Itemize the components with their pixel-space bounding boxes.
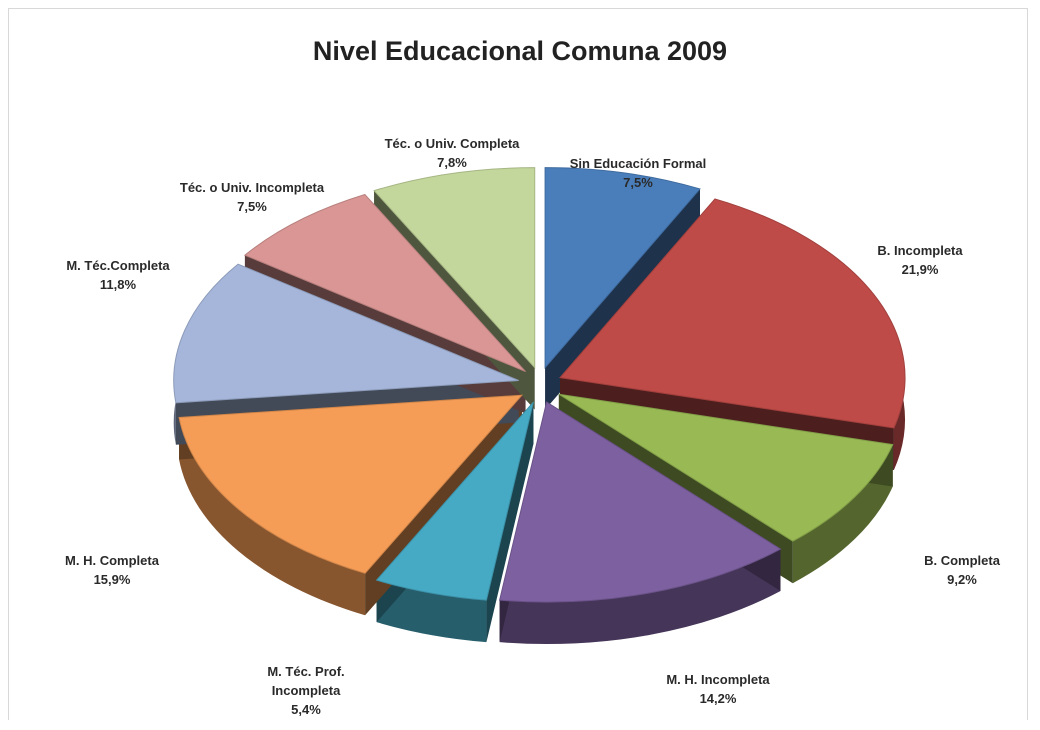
slice-wall-m-tec-prof-incompleta-0	[486, 402, 534, 643]
slice-label-m-h-incompleta: M. H. Incompleta 14,2%	[666, 672, 770, 706]
slice-label-tec-o-univ-incompleta: Téc. o Univ. Incompleta 7,5%	[180, 180, 325, 214]
slice-m-tec-prof-incompleta	[375, 401, 534, 601]
slice-label-sin-educacion-formal: Sin Educación Formal 7,5%	[570, 156, 707, 190]
slice-side-m-h-completa	[179, 417, 366, 616]
chart-title: Nivel Educacional Comuna 2009	[312, 36, 728, 66]
slice-side-m-h-incompleta	[499, 549, 781, 645]
slice-tec-o-univ-incompleta	[243, 193, 526, 373]
slice-tec-o-univ-completa	[373, 167, 536, 369]
slice-label-b-incompleta: B. Incompleta 21,9%	[877, 243, 963, 277]
slice-sin-educacion-formal	[544, 167, 701, 369]
slice-m-h-completa	[178, 394, 524, 574]
slice-b-incompleta	[559, 198, 906, 429]
slice-side-b-completa	[792, 444, 893, 584]
slice-m-h-incompleta	[498, 401, 782, 603]
slice-label-m-tec-prof-incompleta: M. Téc. Prof. Incompleta 5,4%	[267, 664, 344, 717]
slice-label-m-tec-completa: M. Téc.Completa 11,8%	[66, 258, 170, 292]
slice-label-b-completa: B. Completa 9,2%	[924, 553, 1001, 587]
slice-label-tec-o-univ-completa: Téc. o Univ. Completa 7,8%	[385, 136, 521, 170]
slice-label-m-h-completa: M. H. Completa 15,9%	[65, 553, 160, 587]
slice-b-completa	[558, 393, 894, 542]
slice-m-tec-completa	[173, 263, 519, 404]
slice-side-m-tec-prof-incompleta	[376, 580, 487, 643]
